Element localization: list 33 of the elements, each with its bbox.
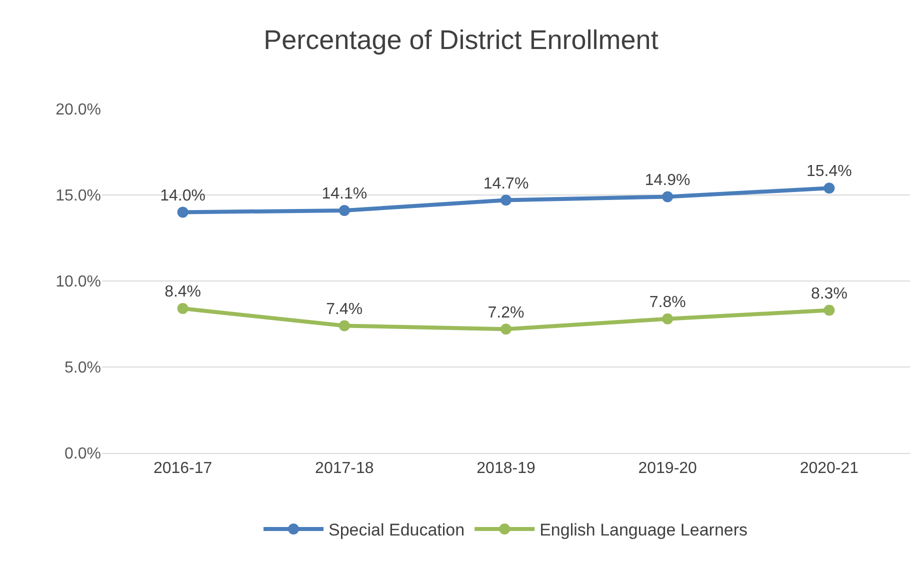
data-label: 7.2% bbox=[488, 304, 524, 322]
data-label: 14.9% bbox=[644, 172, 690, 189]
point bbox=[177, 206, 188, 218]
point bbox=[824, 182, 835, 194]
x-tick-label: 2020-21 bbox=[800, 460, 859, 478]
chart-title: Percentage of District Enrollment bbox=[264, 25, 659, 55]
x-tick-label: 2019-20 bbox=[638, 460, 698, 478]
y-tick-label: 10.0% bbox=[56, 274, 101, 291]
point bbox=[338, 320, 350, 332]
data-label: 8.3% bbox=[810, 285, 848, 302]
x-tick-label: 2017-18 bbox=[315, 460, 374, 478]
x-tick-label: 2018-19 bbox=[476, 460, 536, 478]
data-label: 14.7% bbox=[483, 175, 529, 192]
y-tick-label: 20.0% bbox=[56, 102, 101, 119]
y-tick-label: 5.0% bbox=[64, 360, 101, 377]
point bbox=[500, 194, 512, 206]
y-tick-label: 0.0% bbox=[64, 446, 101, 463]
legend-label: Special Education bbox=[328, 520, 465, 540]
point bbox=[824, 304, 835, 316]
x-tick-label: 2016-17 bbox=[153, 460, 212, 478]
point bbox=[338, 204, 350, 216]
data-label: 14.0% bbox=[160, 187, 206, 204]
data-label: 14.1% bbox=[322, 186, 368, 203]
point bbox=[662, 313, 674, 324]
data-label: 8.4% bbox=[164, 284, 202, 301]
point bbox=[177, 303, 188, 314]
data-label: 7.8% bbox=[649, 294, 686, 311]
legend-label: English Language Learners bbox=[540, 520, 748, 540]
data-label: 15.4% bbox=[806, 163, 852, 180]
y-tick-label: 15.0% bbox=[56, 188, 101, 205]
point bbox=[500, 324, 512, 335]
point bbox=[662, 191, 674, 202]
data-label: 7.4% bbox=[326, 300, 363, 318]
